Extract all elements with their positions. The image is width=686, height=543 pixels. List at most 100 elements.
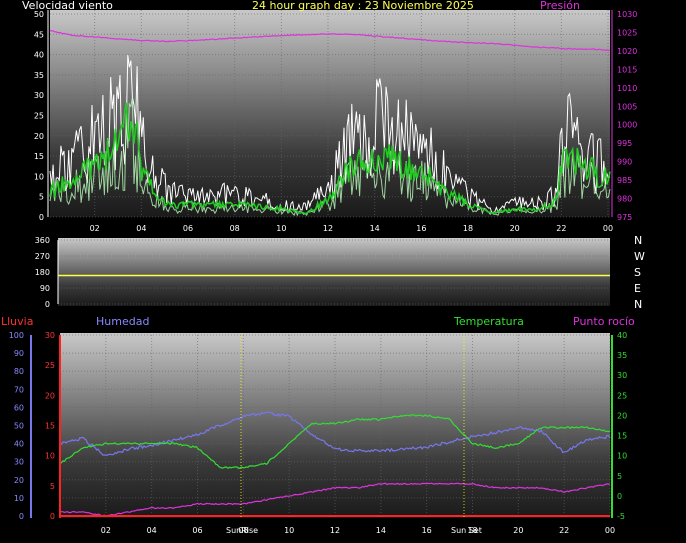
- temperature-y-tick: 40: [617, 331, 627, 340]
- pressure-label: Presión: [540, 0, 580, 12]
- humidity-y-tick: 90: [14, 349, 24, 358]
- wind-y-tick: 30: [34, 91, 44, 100]
- climate-x-tick: 18: [467, 526, 477, 535]
- sunset-label: Sun Set: [451, 526, 482, 535]
- humidity-series: [59, 411, 611, 456]
- pressure-y-tick: 980: [617, 195, 632, 204]
- compass-s: S: [634, 266, 641, 279]
- rain-y-tick: 5: [50, 482, 55, 491]
- rain-y-tick: 20: [45, 391, 55, 400]
- wind-x-tick: 14: [370, 224, 380, 233]
- direction-y-tick: 270: [35, 252, 50, 261]
- humidity-y-tick: 40: [14, 440, 24, 449]
- dewpoint-label: Punto rocío: [573, 315, 635, 328]
- temperature-y-tick: 0: [617, 492, 622, 501]
- direction-y-tick: 0: [45, 300, 50, 309]
- rain-y-tick: 0: [50, 512, 55, 521]
- climate-x-tick: 00: [605, 526, 615, 535]
- pressure-y-tick: 1015: [617, 65, 637, 74]
- wind-x-tick: 08: [230, 224, 240, 233]
- direction-y-tick: 360: [35, 236, 50, 245]
- rain-y-tick: 25: [45, 361, 55, 370]
- rain-y-tick: 10: [45, 452, 55, 461]
- temperature-y-tick: 15: [617, 432, 627, 441]
- wind-y-tick: 15: [34, 152, 44, 161]
- climate-x-tick: 04: [147, 526, 157, 535]
- wind-panel: [50, 10, 610, 217]
- pressure-y-tick: 1005: [617, 102, 637, 111]
- temperature-series: [59, 414, 611, 470]
- pressure-y-tick: 985: [617, 176, 632, 185]
- humidity-label: Humedad: [96, 315, 149, 328]
- compass-n-bottom: N: [634, 298, 642, 311]
- rain-label: Lluvia: [1, 315, 33, 328]
- climate-x-tick: 14: [376, 526, 386, 535]
- wind-x-tick: 06: [183, 224, 193, 233]
- wind-x-tick: 10: [276, 224, 286, 233]
- humidity-y-tick: 60: [14, 403, 24, 412]
- wind-y-tick: 5: [39, 193, 44, 202]
- pressure-y-tick: 1030: [617, 10, 637, 19]
- pressure-y-tick: 990: [617, 158, 632, 167]
- wind-y-tick: 0: [39, 213, 44, 222]
- wind-y-tick: 40: [34, 51, 44, 60]
- graph-title: 24 hour graph day : 23 Noviembre 2025: [252, 0, 474, 12]
- climate-x-tick: 12: [330, 526, 340, 535]
- rain-y-tick: 15: [45, 422, 55, 431]
- temperature-y-tick: 5: [617, 472, 622, 481]
- climate-x-tick: 08: [238, 526, 248, 535]
- pressure-y-tick: 1010: [617, 84, 637, 93]
- humidity-y-tick: 70: [14, 385, 24, 394]
- wind-x-tick: 16: [416, 224, 426, 233]
- dewpoint-series: [59, 482, 611, 517]
- wind-x-tick: 12: [323, 224, 333, 233]
- wind-speed-label: Velocidad viento: [22, 0, 113, 12]
- temperature-y-tick: 20: [617, 411, 627, 420]
- wind-x-tick: 18: [463, 224, 473, 233]
- humidity-y-tick: 30: [14, 458, 24, 467]
- humidity-y-tick: 20: [14, 476, 24, 485]
- compass-w: W: [634, 250, 645, 263]
- wind-x-tick: 02: [90, 224, 100, 233]
- climate-x-tick: 02: [101, 526, 111, 535]
- pressure-y-tick: 995: [617, 139, 632, 148]
- pressure-y-tick: 1020: [617, 47, 637, 56]
- humidity-y-tick: 50: [14, 422, 24, 431]
- wind-x-tick: 20: [510, 224, 520, 233]
- compass-e: E: [634, 282, 641, 295]
- humidity-y-tick: 10: [14, 494, 24, 503]
- temperature-y-tick: -5: [617, 512, 625, 521]
- wind-y-tick: 20: [34, 132, 44, 141]
- temperature-y-tick: 30: [617, 371, 627, 380]
- direction-y-tick: 90: [40, 284, 50, 293]
- direction-y-tick: 180: [35, 268, 50, 277]
- wind-y-tick: 25: [34, 112, 44, 121]
- pressure-y-tick: 1025: [617, 28, 637, 37]
- climate-x-tick: 10: [284, 526, 294, 535]
- wind-y-tick: 35: [34, 71, 44, 80]
- climate-x-tick: 16: [422, 526, 432, 535]
- pressure-y-tick: 1000: [617, 121, 637, 130]
- temperature-label: Temperatura: [453, 315, 524, 328]
- wind-y-tick: 50: [34, 10, 44, 19]
- climate-x-tick: 22: [559, 526, 569, 535]
- humidity-y-tick: 100: [9, 331, 24, 340]
- wind-y-tick: 45: [34, 30, 44, 39]
- wind-y-tick: 10: [34, 172, 44, 181]
- rain-y-tick: 30: [45, 331, 55, 340]
- humidity-y-tick: 0: [19, 512, 24, 521]
- wind-x-tick: 22: [556, 224, 566, 233]
- climate-x-tick: 20: [513, 526, 523, 535]
- temperature-y-tick: 25: [617, 391, 627, 400]
- temperature-y-tick: 10: [617, 452, 627, 461]
- pressure-y-tick: 975: [617, 213, 632, 222]
- wind-x-tick: 00: [603, 224, 613, 233]
- climate-x-tick: 06: [192, 526, 202, 535]
- compass-n-top: N: [634, 234, 642, 247]
- pressure-series: [49, 30, 610, 51]
- humidity-y-tick: 80: [14, 367, 24, 376]
- temperature-y-tick: 35: [617, 351, 627, 360]
- wind-avg-series: [49, 102, 611, 215]
- wind-x-tick: 04: [136, 224, 146, 233]
